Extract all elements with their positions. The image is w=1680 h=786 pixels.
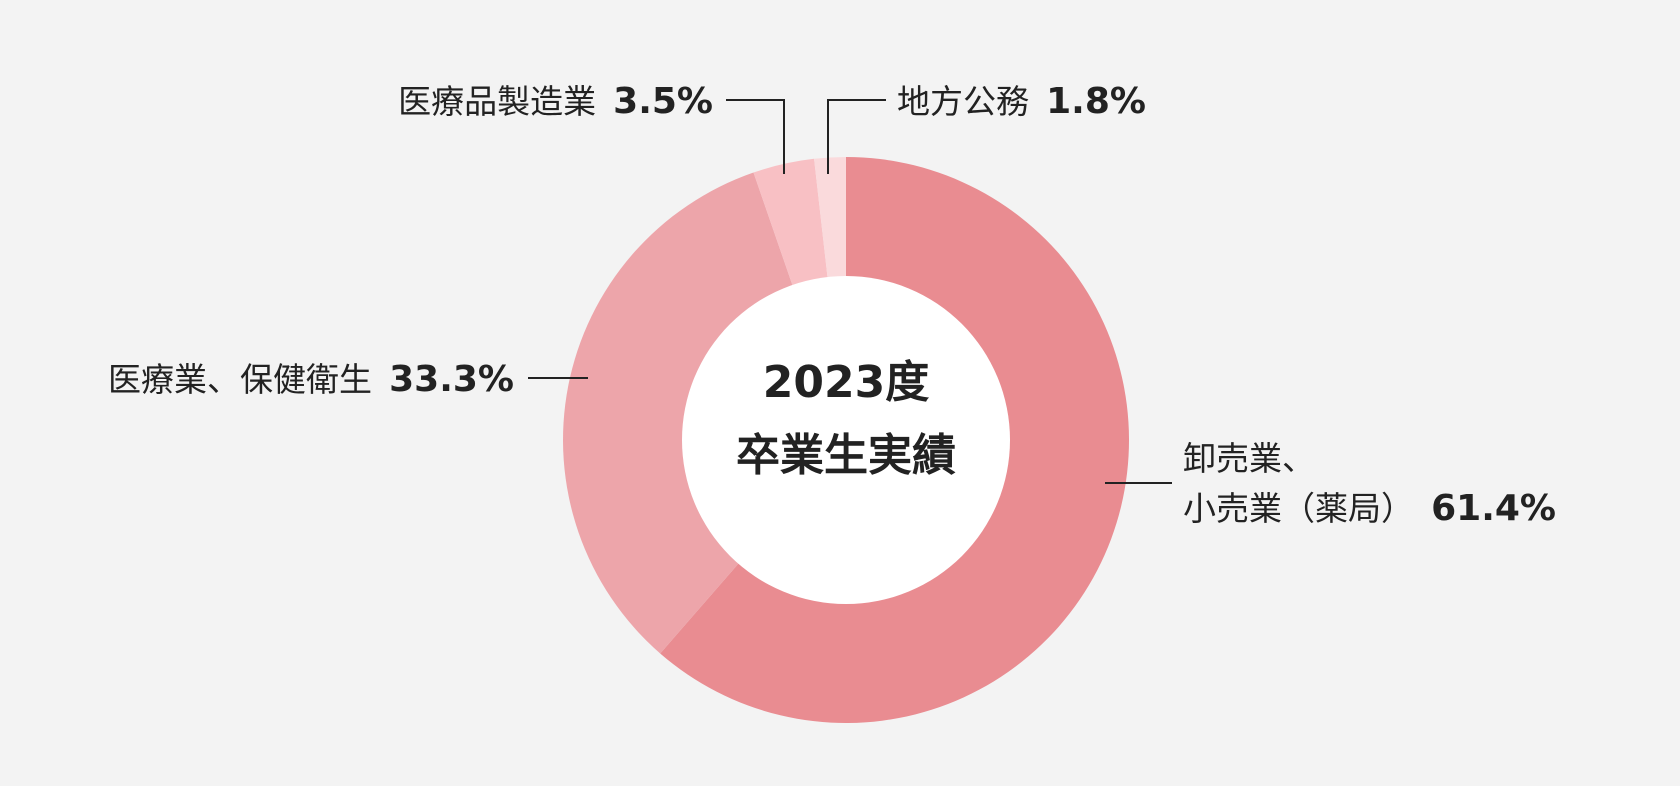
slice-label-wholesale-retail-line1: 卸売業、: [1183, 439, 1315, 478]
slice-label-wholesale-retail-line2-row: 小売業（薬局） 61.4%: [1183, 488, 1556, 529]
slice-label-medical-health-row: 医療業、保健衛生 33.3%: [108, 359, 514, 400]
slice-value-pharmaceutical-manufacturing: 3.5%: [613, 81, 713, 122]
slice-value-medical-health: 33.3%: [389, 359, 514, 400]
slice-value-wholesale-retail: 61.4%: [1431, 488, 1556, 529]
slice-label-pharmaceutical-manufacturing: 医療品製造業: [398, 82, 596, 121]
slice-value-local-public-service: 1.8%: [1046, 81, 1146, 122]
slice-label-pharmaceutical-manufacturing-row: 医療品製造業 3.5%: [398, 81, 713, 122]
center-hole: [682, 276, 1010, 604]
slice-label-local-public-service: 地方公務: [897, 82, 1029, 121]
chart-title: 2023度: [763, 357, 929, 408]
slice-label-local-public-service-row: 地方公務 1.8%: [897, 81, 1146, 122]
labels-group: 卸売業、 小売業（薬局） 61.4% 医療業、保健衛生 33.3% 医療品製造業…: [108, 81, 1556, 529]
slice-label-medical-health: 医療業、保健衛生: [108, 360, 372, 399]
leader-line-local-public-service: [827, 99, 886, 174]
leader-line-pharmaceutical-manufacturing: [726, 99, 785, 174]
chart-subtitle: 卒業生実績: [736, 430, 956, 481]
slice-label-wholesale-retail-line2: 小売業（薬局）: [1183, 489, 1414, 528]
